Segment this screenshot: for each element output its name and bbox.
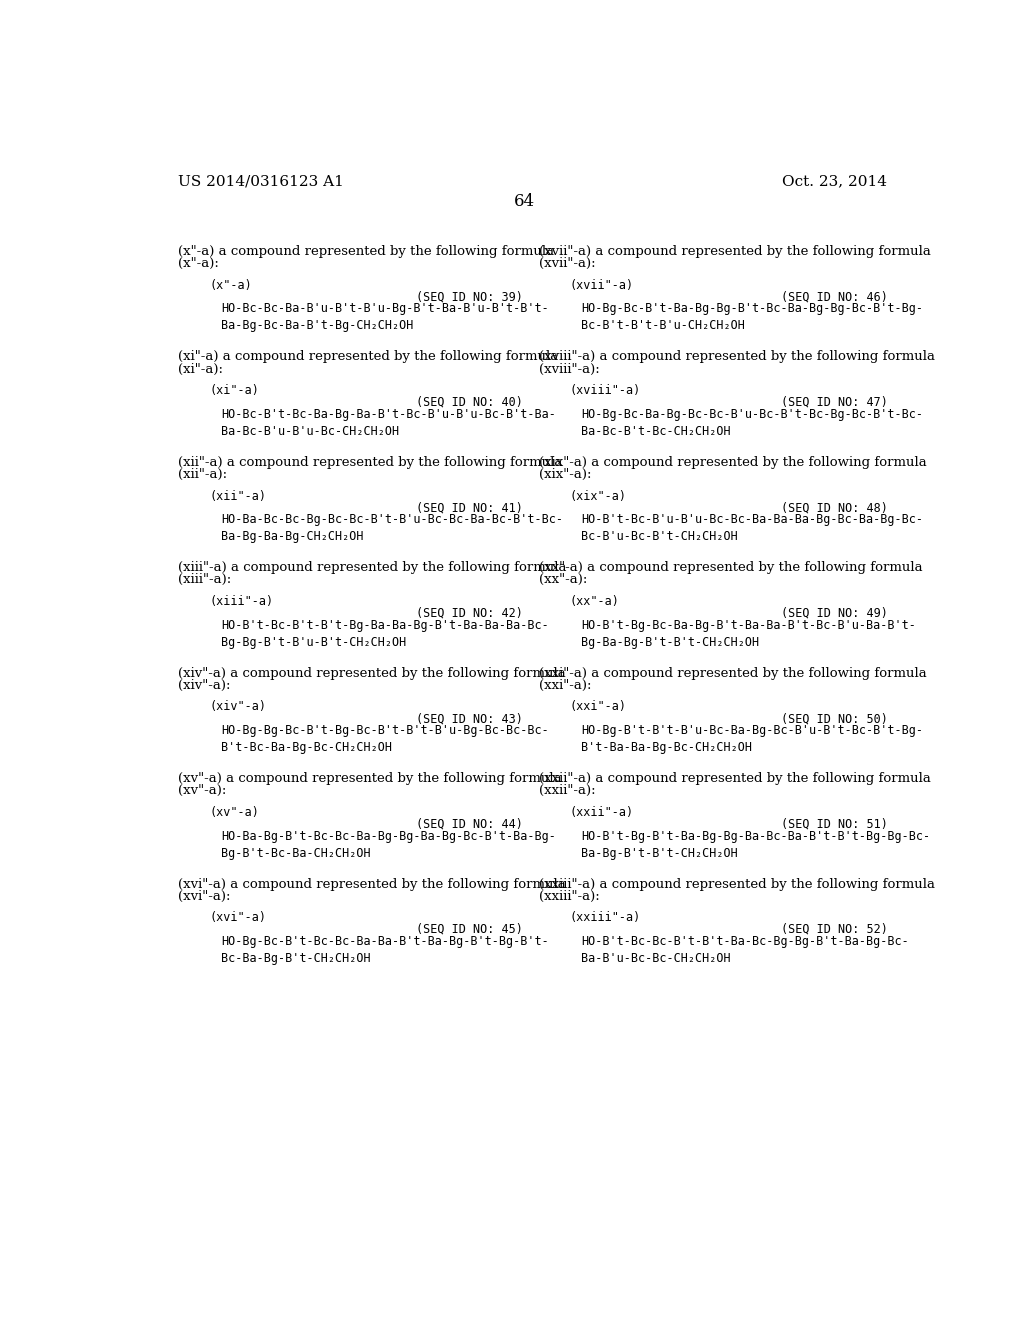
Text: (xiii"-a):: (xiii"-a): xyxy=(178,573,231,586)
Text: (xii"-a): (xii"-a) xyxy=(209,490,266,503)
Text: Bg-Bg-B't-B'u-B't-CH₂CH₂OH: Bg-Bg-B't-B'u-B't-CH₂CH₂OH xyxy=(221,636,407,649)
Text: Ba-Bg-B't-B't-CH₂CH₂OH: Ba-Bg-B't-B't-CH₂CH₂OH xyxy=(582,847,738,859)
Text: (xxii"-a) a compound represented by the following formula: (xxii"-a) a compound represented by the … xyxy=(539,772,931,785)
Text: HO-Bc-B't-Bc-Ba-Bg-Ba-B't-Bc-B'u-B'u-Bc-B't-Ba-: HO-Bc-B't-Bc-Ba-Bg-Ba-B't-Bc-B'u-B'u-Bc-… xyxy=(221,408,556,421)
Text: Bg-B't-Bc-Ba-CH₂CH₂OH: Bg-B't-Bc-Ba-CH₂CH₂OH xyxy=(221,847,371,859)
Text: (xix"-a): (xix"-a) xyxy=(569,490,627,503)
Text: 64: 64 xyxy=(514,193,536,210)
Text: (SEQ ID NO: 46): (SEQ ID NO: 46) xyxy=(780,290,888,304)
Text: (xvi"-a): (xvi"-a) xyxy=(209,912,266,924)
Text: (xiv"-a):: (xiv"-a): xyxy=(178,678,230,692)
Text: (xii"-a) a compound represented by the following formula: (xii"-a) a compound represented by the f… xyxy=(178,455,563,469)
Text: HO-Ba-Bc-Bc-Bg-Bc-Bc-B't-B'u-Bc-Bc-Ba-Bc-B't-Bc-: HO-Ba-Bc-Bc-Bg-Bc-Bc-B't-B'u-Bc-Bc-Ba-Bc… xyxy=(221,513,563,527)
Text: (SEQ ID NO: 50): (SEQ ID NO: 50) xyxy=(780,711,888,725)
Text: Bc-B'u-Bc-B't-CH₂CH₂OH: Bc-B'u-Bc-B't-CH₂CH₂OH xyxy=(582,531,738,544)
Text: (xx"-a):: (xx"-a): xyxy=(539,573,587,586)
Text: (SEQ ID NO: 41): (SEQ ID NO: 41) xyxy=(417,502,523,513)
Text: (xviii"-a): (xviii"-a) xyxy=(569,384,641,397)
Text: HO-Bg-Bc-B't-Ba-Bg-Bg-B't-Bc-Ba-Bg-Bg-Bc-B't-Bg-: HO-Bg-Bc-B't-Ba-Bg-Bg-B't-Bc-Ba-Bg-Bg-Bc… xyxy=(582,302,924,315)
Text: (SEQ ID NO: 43): (SEQ ID NO: 43) xyxy=(417,711,523,725)
Text: HO-B't-Bc-B'u-B'u-Bc-Bc-Ba-Ba-Ba-Bg-Bc-Ba-Bg-Bc-: HO-B't-Bc-B'u-B'u-Bc-Bc-Ba-Ba-Ba-Bg-Bc-B… xyxy=(582,513,924,527)
Text: (x"-a) a compound represented by the following formula: (x"-a) a compound represented by the fol… xyxy=(178,244,555,257)
Text: (xxiii"-a): (xxiii"-a) xyxy=(569,912,641,924)
Text: Bg-Ba-Bg-B't-B't-CH₂CH₂OH: Bg-Ba-Bg-B't-B't-CH₂CH₂OH xyxy=(582,636,760,649)
Text: (xii"-a):: (xii"-a): xyxy=(178,469,227,480)
Text: HO-B't-Bg-Bc-Ba-Bg-B't-Ba-Ba-B't-Bc-B'u-Ba-B't-: HO-B't-Bg-Bc-Ba-Bg-B't-Ba-Ba-B't-Bc-B'u-… xyxy=(582,619,916,632)
Text: (SEQ ID NO: 47): (SEQ ID NO: 47) xyxy=(780,396,888,409)
Text: B't-Ba-Ba-Bg-Bc-CH₂CH₂OH: B't-Ba-Ba-Bg-Bc-CH₂CH₂OH xyxy=(582,742,753,754)
Text: HO-Bg-B't-B't-B'u-Bc-Ba-Bg-Bc-B'u-B't-Bc-B't-Bg-: HO-Bg-B't-B't-B'u-Bc-Ba-Bg-Bc-B'u-B't-Bc… xyxy=(582,725,924,738)
Text: (xi"-a):: (xi"-a): xyxy=(178,363,223,375)
Text: (SEQ ID NO: 51): (SEQ ID NO: 51) xyxy=(780,817,888,830)
Text: (xxii"-a):: (xxii"-a): xyxy=(539,784,595,797)
Text: (xiv"-a) a compound represented by the following formula: (xiv"-a) a compound represented by the f… xyxy=(178,667,566,680)
Text: Ba-B'u-Bc-Bc-CH₂CH₂OH: Ba-B'u-Bc-Bc-CH₂CH₂OH xyxy=(582,952,731,965)
Text: (SEQ ID NO: 52): (SEQ ID NO: 52) xyxy=(780,923,888,936)
Text: (x"-a):: (x"-a): xyxy=(178,257,219,271)
Text: (SEQ ID NO: 48): (SEQ ID NO: 48) xyxy=(780,502,888,513)
Text: (xiii"-a) a compound represented by the following formula: (xiii"-a) a compound represented by the … xyxy=(178,561,567,574)
Text: (xx"-a) a compound represented by the following formula: (xx"-a) a compound represented by the fo… xyxy=(539,561,923,574)
Text: HO-Bc-Bc-Ba-B'u-B't-B'u-Bg-B't-Ba-B'u-B't-B't-: HO-Bc-Bc-Ba-B'u-B't-B'u-Bg-B't-Ba-B'u-B'… xyxy=(221,302,549,315)
Text: US 2014/0316123 A1: US 2014/0316123 A1 xyxy=(178,174,344,189)
Text: (xi"-a): (xi"-a) xyxy=(209,384,259,397)
Text: (xxi"-a):: (xxi"-a): xyxy=(539,678,591,692)
Text: (xvii"-a):: (xvii"-a): xyxy=(539,257,595,271)
Text: (SEQ ID NO: 40): (SEQ ID NO: 40) xyxy=(417,396,523,409)
Text: (xxi"-a): (xxi"-a) xyxy=(569,701,627,714)
Text: HO-B't-Bc-Bc-B't-B't-Ba-Bc-Bg-Bg-B't-Ba-Bg-Bc-: HO-B't-Bc-Bc-B't-B't-Ba-Bc-Bg-Bg-B't-Ba-… xyxy=(582,936,909,948)
Text: (xi"-a) a compound represented by the following formula: (xi"-a) a compound represented by the fo… xyxy=(178,350,559,363)
Text: Ba-Bg-Ba-Bg-CH₂CH₂OH: Ba-Bg-Ba-Bg-CH₂CH₂OH xyxy=(221,531,364,544)
Text: HO-B't-Bc-B't-B't-Bg-Ba-Ba-Bg-B't-Ba-Ba-Ba-Bc-: HO-B't-Bc-B't-B't-Bg-Ba-Ba-Bg-B't-Ba-Ba-… xyxy=(221,619,549,632)
Text: (SEQ ID NO: 44): (SEQ ID NO: 44) xyxy=(417,817,523,830)
Text: (SEQ ID NO: 49): (SEQ ID NO: 49) xyxy=(780,607,888,619)
Text: (SEQ ID NO: 45): (SEQ ID NO: 45) xyxy=(417,923,523,936)
Text: (SEQ ID NO: 39): (SEQ ID NO: 39) xyxy=(417,290,523,304)
Text: Ba-Bg-Bc-Ba-B't-Bg-CH₂CH₂OH: Ba-Bg-Bc-Ba-B't-Bg-CH₂CH₂OH xyxy=(221,319,414,333)
Text: (xiv"-a): (xiv"-a) xyxy=(209,701,266,714)
Text: (xv"-a):: (xv"-a): xyxy=(178,784,226,797)
Text: HO-B't-Bg-B't-Ba-Bg-Bg-Ba-Bc-Ba-B't-B't-Bg-Bg-Bc-: HO-B't-Bg-B't-Ba-Bg-Bg-Ba-Bc-Ba-B't-B't-… xyxy=(582,830,931,843)
Text: Bc-Ba-Bg-B't-CH₂CH₂OH: Bc-Ba-Bg-B't-CH₂CH₂OH xyxy=(221,952,371,965)
Text: (xvii"-a) a compound represented by the following formula: (xvii"-a) a compound represented by the … xyxy=(539,244,931,257)
Text: (xxiii"-a):: (xxiii"-a): xyxy=(539,890,599,903)
Text: (xvii"-a): (xvii"-a) xyxy=(569,279,634,292)
Text: (SEQ ID NO: 42): (SEQ ID NO: 42) xyxy=(417,607,523,619)
Text: Oct. 23, 2014: Oct. 23, 2014 xyxy=(782,174,888,189)
Text: (xviii"-a) a compound represented by the following formula: (xviii"-a) a compound represented by the… xyxy=(539,350,935,363)
Text: Ba-Bc-B'u-B'u-Bc-CH₂CH₂OH: Ba-Bc-B'u-B'u-Bc-CH₂CH₂OH xyxy=(221,425,399,438)
Text: B't-Bc-Ba-Bg-Bc-CH₂CH₂OH: B't-Bc-Ba-Bg-Bc-CH₂CH₂OH xyxy=(221,742,392,754)
Text: (xxiii"-a) a compound represented by the following formula: (xxiii"-a) a compound represented by the… xyxy=(539,878,935,891)
Text: HO-Bg-Bg-Bc-B't-Bg-Bc-B't-B't-B'u-Bg-Bc-Bc-Bc-: HO-Bg-Bg-Bc-B't-Bg-Bc-B't-B't-B'u-Bg-Bc-… xyxy=(221,725,549,738)
Text: (xxii"-a): (xxii"-a) xyxy=(569,807,634,818)
Text: HO-Ba-Bg-B't-Bc-Bc-Ba-Bg-Bg-Ba-Bg-Bc-B't-Ba-Bg-: HO-Ba-Bg-B't-Bc-Bc-Ba-Bg-Bg-Ba-Bg-Bc-B't… xyxy=(221,830,556,843)
Text: Ba-Bc-B't-Bc-CH₂CH₂OH: Ba-Bc-B't-Bc-CH₂CH₂OH xyxy=(582,425,731,438)
Text: HO-Bg-Bc-B't-Bc-Bc-Ba-Ba-B't-Ba-Bg-B't-Bg-B't-: HO-Bg-Bc-B't-Bc-Bc-Ba-Ba-B't-Ba-Bg-B't-B… xyxy=(221,936,549,948)
Text: Bc-B't-B't-B'u-CH₂CH₂OH: Bc-B't-B't-B'u-CH₂CH₂OH xyxy=(582,319,745,333)
Text: (xv"-a): (xv"-a) xyxy=(209,807,259,818)
Text: (xiii"-a): (xiii"-a) xyxy=(209,595,273,609)
Text: (xxi"-a) a compound represented by the following formula: (xxi"-a) a compound represented by the f… xyxy=(539,667,927,680)
Text: (x"-a): (x"-a) xyxy=(209,279,252,292)
Text: (xix"-a) a compound represented by the following formula: (xix"-a) a compound represented by the f… xyxy=(539,455,927,469)
Text: (xv"-a) a compound represented by the following formula: (xv"-a) a compound represented by the fo… xyxy=(178,772,562,785)
Text: (xvi"-a) a compound represented by the following formula: (xvi"-a) a compound represented by the f… xyxy=(178,878,566,891)
Text: (xix"-a):: (xix"-a): xyxy=(539,469,591,480)
Text: (xx"-a): (xx"-a) xyxy=(569,595,620,609)
Text: (xviii"-a):: (xviii"-a): xyxy=(539,363,599,375)
Text: (xvi"-a):: (xvi"-a): xyxy=(178,890,230,903)
Text: HO-Bg-Bc-Ba-Bg-Bc-Bc-B'u-Bc-B't-Bc-Bg-Bc-B't-Bc-: HO-Bg-Bc-Ba-Bg-Bc-Bc-B'u-Bc-B't-Bc-Bg-Bc… xyxy=(582,408,924,421)
